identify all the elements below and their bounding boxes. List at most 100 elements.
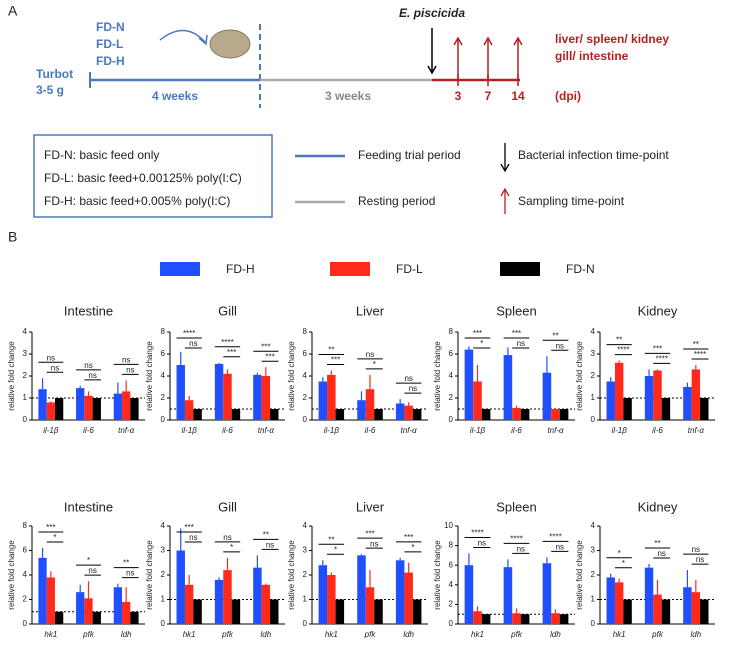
bar bbox=[623, 599, 632, 624]
day-label: 14 bbox=[511, 89, 525, 103]
x-tick-label: il-1β bbox=[470, 426, 486, 435]
significance-label: ** bbox=[123, 559, 129, 568]
significance-label: *** bbox=[331, 356, 340, 365]
bar bbox=[38, 389, 47, 420]
significance-label: ns bbox=[556, 542, 564, 551]
significance-label: ** bbox=[654, 539, 660, 548]
bar bbox=[231, 599, 241, 624]
panel-label: B bbox=[8, 229, 17, 245]
bar bbox=[92, 611, 101, 624]
bar bbox=[46, 402, 55, 420]
significance-label: **** bbox=[510, 534, 522, 543]
significance-label: *** bbox=[227, 348, 236, 357]
significance-label: *** bbox=[512, 329, 521, 338]
bar bbox=[404, 572, 413, 624]
significance-label: ** bbox=[693, 340, 699, 349]
bar bbox=[261, 584, 271, 624]
significance-label: ns bbox=[266, 541, 274, 550]
bar bbox=[606, 381, 615, 420]
y-tick-label: 8 bbox=[449, 327, 454, 336]
y-tick-label: 3 bbox=[591, 546, 596, 555]
significance-label: *** bbox=[473, 329, 482, 338]
chart-title: Intestine bbox=[64, 499, 113, 514]
y-tick-label: 4 bbox=[449, 580, 454, 589]
significance-label: * bbox=[334, 545, 337, 554]
y-tick-label: 2 bbox=[449, 600, 454, 609]
bar bbox=[327, 374, 336, 420]
y-tick-label: 0 bbox=[161, 415, 166, 424]
bar bbox=[327, 575, 336, 624]
y-tick-label: 4 bbox=[591, 521, 596, 530]
bar bbox=[176, 365, 185, 420]
y-tick-label: 2 bbox=[161, 393, 166, 402]
x-tick-label: pfk bbox=[82, 630, 95, 639]
y-tick-label: 0 bbox=[449, 415, 454, 424]
bar bbox=[542, 563, 552, 624]
significance-label: ns bbox=[84, 361, 92, 370]
bar bbox=[184, 584, 194, 624]
bar bbox=[84, 598, 93, 624]
bar bbox=[559, 409, 569, 420]
bar bbox=[661, 398, 671, 420]
x-tick-label: tnf-α bbox=[401, 426, 418, 435]
x-tick-label: il-6 bbox=[652, 426, 663, 435]
x-tick-label: il-6 bbox=[365, 426, 376, 435]
y-tick-label: 2 bbox=[591, 371, 596, 380]
x-tick-label: ldh bbox=[403, 630, 414, 639]
fish-label: Turbot bbox=[36, 67, 73, 81]
bar bbox=[653, 370, 662, 420]
y-tick-label: 0 bbox=[161, 619, 166, 628]
significance-label: ns bbox=[88, 371, 96, 380]
bar bbox=[176, 550, 185, 624]
significance-label: ns bbox=[517, 339, 525, 348]
x-tick-label: pfk bbox=[364, 630, 377, 639]
x-tick-label: il-6 bbox=[511, 426, 522, 435]
significance-label: ns bbox=[478, 539, 486, 548]
x-tick-label: il-1β bbox=[43, 426, 59, 435]
bar bbox=[653, 594, 662, 624]
x-tick-label: il-1β bbox=[324, 426, 340, 435]
y-tick-label: 4 bbox=[161, 371, 166, 380]
significance-label: ** bbox=[552, 331, 558, 340]
x-tick-label: hk1 bbox=[613, 630, 626, 639]
significance-label: **** bbox=[655, 355, 667, 364]
significance-label: ns bbox=[370, 539, 378, 548]
bar bbox=[395, 560, 405, 624]
group-label: FD-L bbox=[96, 37, 123, 51]
y-tick-label: 0 bbox=[23, 415, 28, 424]
chart-title: Liver bbox=[356, 499, 385, 514]
bar bbox=[231, 409, 241, 420]
bar bbox=[122, 601, 131, 624]
significance-label: ns bbox=[122, 356, 130, 365]
bar bbox=[374, 599, 383, 624]
y-tick-label: 8 bbox=[23, 521, 28, 530]
legend-swatch bbox=[160, 262, 200, 276]
bar bbox=[700, 398, 709, 420]
bar bbox=[335, 599, 345, 624]
bar bbox=[261, 376, 271, 420]
bar bbox=[623, 398, 632, 420]
bar bbox=[130, 398, 139, 420]
significance-label: * bbox=[618, 549, 621, 558]
fish-icon bbox=[209, 29, 251, 59]
y-tick-label: 6 bbox=[303, 349, 308, 358]
significance-label: ** bbox=[328, 346, 334, 355]
bar bbox=[691, 592, 701, 624]
y-tick-label: 2 bbox=[303, 393, 308, 402]
day-label: 7 bbox=[485, 89, 492, 103]
y-tick-label: 6 bbox=[161, 349, 166, 358]
significance-label: ** bbox=[328, 535, 334, 544]
bar bbox=[223, 373, 232, 420]
x-tick-label: hk1 bbox=[183, 630, 196, 639]
y-tick-label: 0 bbox=[303, 619, 308, 628]
bar bbox=[38, 557, 47, 624]
key-label: Bacterial infection time-point bbox=[518, 148, 669, 162]
bar bbox=[54, 398, 64, 420]
chart-title: Liver bbox=[356, 303, 385, 318]
chart-title: Gill bbox=[218, 303, 237, 318]
significance-label: ns bbox=[189, 339, 197, 348]
y-tick-label: 3 bbox=[303, 546, 308, 555]
period-label: 4 weeks bbox=[152, 89, 198, 103]
significance-label: ** bbox=[263, 531, 269, 540]
